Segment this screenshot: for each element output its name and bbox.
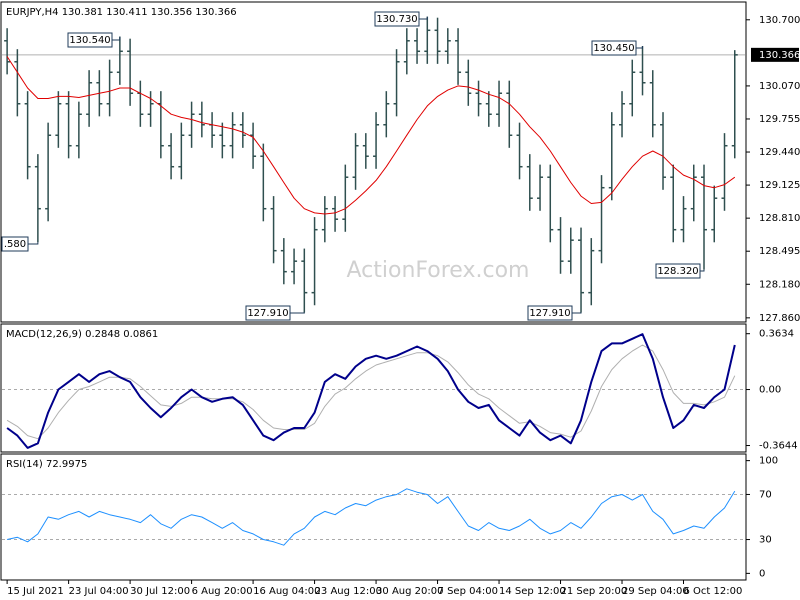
y-tick-label: 0.00	[759, 385, 781, 396]
last-price-label: 130.366	[759, 50, 800, 61]
macd-line	[6, 333, 736, 449]
y-tick-label: 70	[759, 489, 772, 500]
annotation: 127.910	[247, 308, 288, 319]
annotation-leader	[636, 46, 644, 49]
panel-title: RSI(14) 72.9975	[6, 459, 87, 470]
y-tick-label: 30	[759, 535, 772, 546]
annotation: 127.910	[529, 308, 570, 319]
panel-title: EURJPY,H4 130.381 130.411 130.356 130.36…	[6, 7, 237, 18]
panel-frame	[0, 323, 747, 453]
x-tick-label: 30 Aug 20:00	[376, 586, 443, 597]
annotation-leader	[28, 242, 39, 245]
x-tick-label: 30 Jul 12:00	[130, 586, 190, 597]
annotation-box	[245, 305, 291, 321]
y-tick-label: 129.755	[759, 114, 800, 125]
annotation: .580	[4, 239, 26, 250]
panel-title: MACD(12,26,9) 0.2848 0.0861	[6, 329, 158, 340]
x-tick-label: 16 Aug 04:00	[253, 586, 320, 597]
x-tick-label: 15 Jul 2021	[7, 586, 64, 597]
annotation-leader	[419, 16, 428, 20]
panel-frame	[0, 453, 747, 581]
annotation-box	[374, 11, 420, 27]
annotation-leader	[700, 269, 705, 272]
y-tick-label: 128.495	[759, 246, 800, 257]
x-tick-label: 21 Sep 20:00	[561, 586, 628, 597]
y-tick-label: 128.180	[759, 279, 800, 290]
y-tick-label: 129.125	[759, 180, 800, 191]
annotation-box	[527, 305, 573, 321]
annotation-leader	[112, 36, 121, 41]
rsi-line	[6, 488, 736, 546]
y-tick-label: 128.810	[759, 213, 800, 224]
annotation-box	[67, 32, 113, 48]
annotation-box	[1, 236, 29, 252]
y-tick-label: 0	[759, 568, 765, 579]
y-tick-label: 100	[759, 456, 778, 467]
macd-signal	[6, 344, 736, 440]
y-tick-label: 129.440	[759, 147, 800, 158]
annotation: 130.540	[69, 35, 110, 46]
watermark: ActionForex.com	[347, 258, 530, 283]
x-tick-label: 6 Oct 12:00	[684, 586, 743, 597]
y-tick-label: 127.860	[759, 313, 800, 324]
moving-average	[6, 56, 736, 215]
annotation-box	[591, 40, 637, 56]
annotation: 130.450	[593, 43, 634, 54]
annotation: 130.730	[376, 14, 417, 25]
x-tick-label: 23 Aug 12:00	[315, 586, 382, 597]
x-tick-label: 14 Sep 12:00	[499, 586, 566, 597]
panel-frame	[0, 1, 747, 323]
last-price-box	[751, 47, 799, 62]
annotation: 128.320	[657, 266, 698, 277]
y-tick-label: 130.070	[759, 81, 800, 92]
x-tick-label: 6 Aug 20:00	[192, 586, 253, 597]
y-tick-label: 130.700	[759, 15, 800, 26]
x-tick-label: 23 Jul 04:00	[69, 586, 129, 597]
x-tick-label: 7 Sep 04:00	[438, 586, 498, 597]
x-tick-label: 29 Sep 04:00	[622, 586, 689, 597]
y-tick-label: -0.3644	[759, 441, 798, 452]
annotation-box	[655, 263, 701, 279]
y-tick-label: 0.3634	[759, 329, 794, 340]
